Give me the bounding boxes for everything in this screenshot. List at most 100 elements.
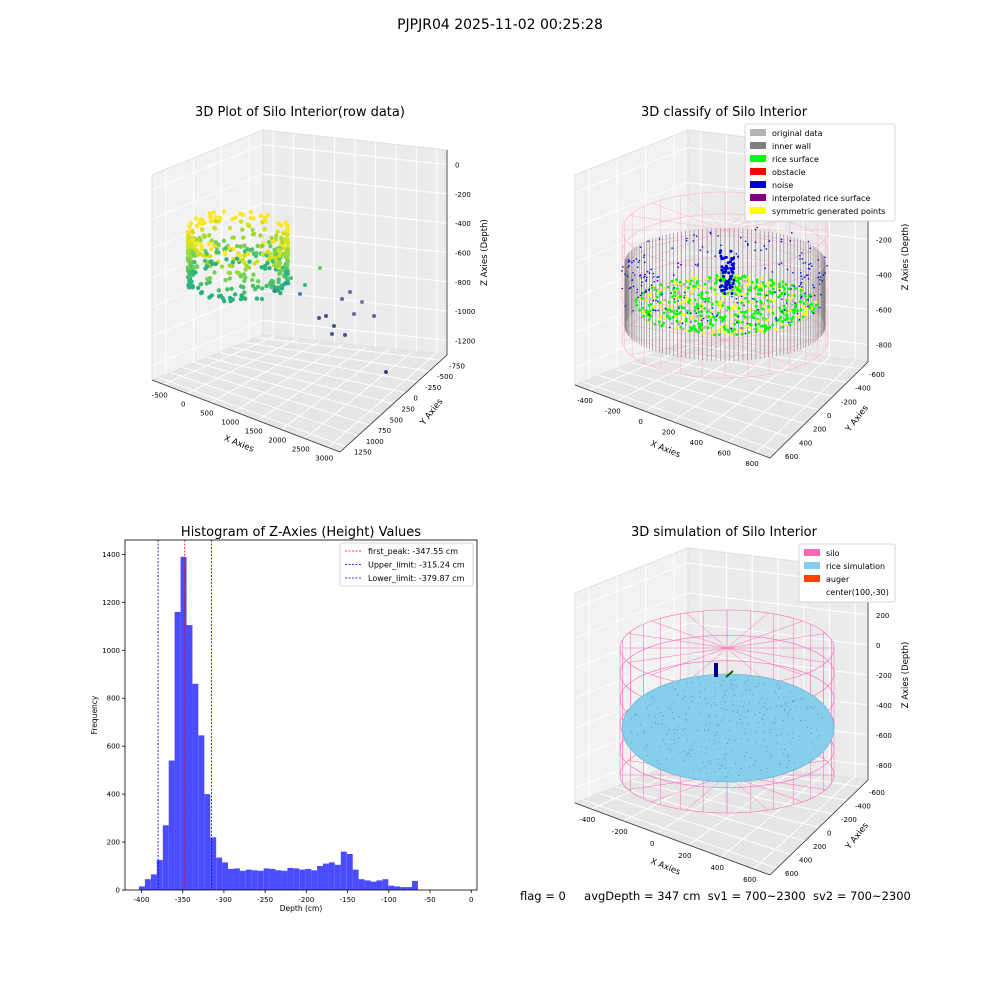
classified-point	[679, 325, 683, 329]
classified-point	[690, 291, 694, 294]
noise-point	[636, 266, 639, 269]
classified-point	[642, 311, 645, 314]
z-tick-label: -1000	[455, 308, 475, 316]
rice-point	[799, 698, 801, 700]
y-tick-label: 600	[107, 743, 120, 751]
rice-point	[662, 739, 664, 741]
z-tick-label: 200	[876, 612, 889, 620]
noise-point	[768, 240, 771, 242]
rice-point	[761, 719, 763, 721]
legend-label: rice surface	[772, 155, 819, 164]
rice-point	[631, 741, 633, 743]
x-tick-label: 800	[745, 460, 758, 468]
raw-point	[186, 269, 191, 274]
rice-point	[745, 689, 747, 691]
classified-point	[709, 318, 712, 322]
raw-point	[265, 212, 270, 218]
classified-point	[785, 315, 789, 319]
z-tick-label: -600	[455, 250, 471, 258]
hist-bar	[180, 556, 187, 890]
rice-point	[795, 699, 796, 701]
raw-point	[208, 259, 213, 265]
y-tick-label: 750	[378, 427, 391, 435]
classified-point	[700, 291, 703, 295]
raw-point	[235, 252, 241, 257]
classified-point	[754, 286, 757, 290]
raw-point	[231, 247, 236, 252]
raw-point	[250, 277, 255, 283]
classified-point	[707, 308, 711, 312]
classified-point	[747, 331, 751, 334]
x-tick-label: 1500	[245, 428, 263, 436]
classified-point	[771, 287, 775, 291]
hist-bar	[269, 868, 276, 890]
raw-point	[277, 263, 282, 268]
noise-point	[643, 256, 645, 259]
classified-point	[781, 325, 784, 329]
rice-point	[812, 707, 814, 709]
wall-grid-line	[151, 173, 448, 220]
noise-point	[792, 272, 794, 274]
raw-point	[271, 239, 276, 244]
classified-point	[635, 298, 638, 301]
rice-point	[711, 704, 713, 706]
classified-point	[719, 306, 723, 310]
rice-point	[785, 704, 787, 706]
raw-point	[246, 251, 251, 256]
rice-point	[749, 689, 751, 691]
x-tick-label: -150	[340, 896, 356, 904]
classified-point	[702, 331, 705, 335]
rice-point	[664, 743, 666, 745]
noise-point	[730, 268, 734, 272]
noise-point	[778, 263, 780, 266]
classified-point	[757, 311, 761, 314]
raw-point	[208, 219, 214, 224]
classified-point	[715, 273, 719, 277]
x-axis-label: X Axies	[222, 434, 255, 455]
classified-point	[708, 322, 712, 326]
raw-point	[262, 264, 268, 269]
raw-point	[259, 286, 265, 291]
rice-point	[698, 690, 700, 692]
legend-label: original data	[772, 129, 823, 138]
classified-point	[741, 320, 744, 324]
x-tick-label: 400	[711, 864, 724, 872]
raw-point	[276, 279, 281, 285]
legend-label: silo	[826, 549, 840, 558]
x-tick-label: 2500	[292, 446, 310, 454]
raw-point	[238, 244, 243, 249]
classified-point	[717, 333, 721, 337]
rice-point	[763, 707, 765, 709]
classified-point	[683, 287, 687, 291]
hist-bar	[382, 879, 389, 890]
noise-point	[677, 300, 679, 302]
raw-point	[234, 256, 240, 261]
rice-point	[757, 722, 759, 723]
classified-point	[715, 278, 719, 282]
legend-swatch	[804, 575, 820, 582]
raw-point	[250, 247, 255, 252]
classified-point	[686, 286, 690, 290]
classified-point	[785, 307, 788, 311]
hist-bar	[394, 886, 401, 890]
classified-point	[675, 282, 678, 285]
noise-point	[720, 257, 724, 261]
noise-point	[754, 323, 757, 326]
rice-point	[788, 763, 790, 765]
noise-point	[638, 259, 641, 262]
outlier-point	[348, 290, 352, 294]
noise-point	[669, 326, 671, 329]
noise-point	[807, 298, 809, 301]
rice-point	[778, 697, 779, 699]
rice-point	[769, 732, 771, 733]
flag-text: flag = 0	[520, 889, 566, 903]
classified-point	[679, 311, 683, 314]
noise-point	[652, 272, 655, 275]
raw-point	[212, 270, 217, 275]
noise-point	[646, 271, 649, 273]
x-tick-label: -200	[298, 896, 314, 904]
noise-point	[693, 234, 695, 236]
classified-point	[750, 314, 754, 318]
y-axis-line	[769, 779, 869, 876]
rice-point	[687, 738, 689, 740]
